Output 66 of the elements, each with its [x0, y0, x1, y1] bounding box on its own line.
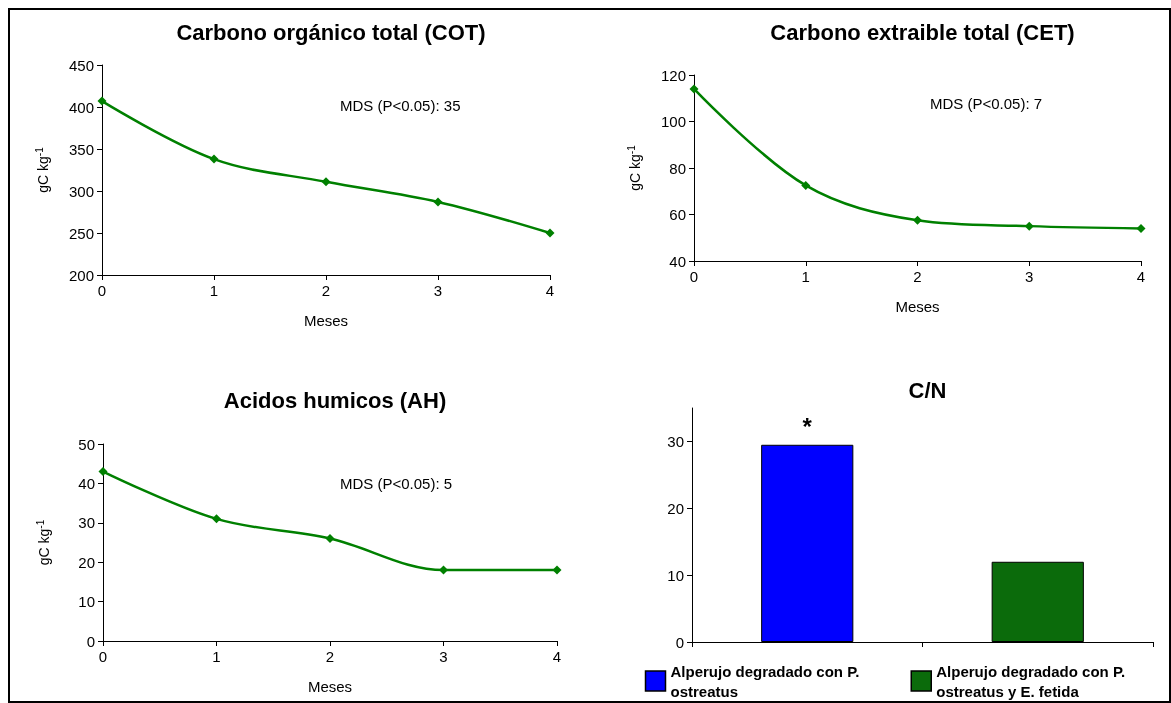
x-axis-title: Meses — [895, 298, 940, 315]
x-tick-label: 4 — [552, 648, 562, 665]
annotation: MDS (P<0.05): 7 — [930, 95, 1043, 112]
y-tick-label: 40 — [78, 474, 95, 492]
y-tick-label: 80 — [669, 159, 686, 177]
x-tick-label: 4 — [1136, 268, 1146, 285]
y-tick-label: 400 — [68, 98, 94, 116]
x-tick-label: 1 — [801, 268, 810, 285]
x-tick-label: 3 — [1025, 268, 1034, 285]
point — [913, 215, 922, 225]
x-tick-label: 0 — [98, 648, 108, 665]
annotation: MDS (P<0.05): 5 — [340, 475, 453, 492]
y-axis-title: gC kg-1 — [33, 146, 51, 193]
point — [212, 514, 221, 524]
point — [552, 565, 562, 575]
y-tick-label: 20 — [667, 499, 684, 517]
point — [433, 197, 443, 207]
point — [98, 467, 108, 477]
y-tick-label: 450 — [68, 56, 94, 74]
point — [545, 228, 555, 238]
y-tick-label: 120 — [660, 66, 686, 84]
annotation: * — [802, 413, 813, 441]
point — [1024, 221, 1034, 231]
legend-label: Alperujo degradado con P. ostreatus — [670, 662, 864, 700]
point — [1136, 223, 1146, 233]
x-axis-title: Meses — [303, 312, 349, 329]
y-tick-label: 20 — [78, 553, 95, 571]
chart-title: Carbono orgánico total (COT) — [176, 19, 486, 45]
y-tick-label: 0 — [86, 632, 95, 650]
x-tick-label: 3 — [439, 648, 448, 665]
y-tick-label: 30 — [78, 514, 95, 532]
y-tick-label: 250 — [68, 224, 94, 242]
point — [325, 534, 335, 544]
x-tick-label: 2 — [913, 268, 922, 285]
chart-title: Carbono extraible total (CET) — [770, 19, 1075, 45]
x-tick-label: 0 — [689, 268, 699, 285]
chart-title: Acidos humicos (AH) — [223, 387, 447, 413]
y-tick-label: 100 — [660, 113, 686, 130]
y-tick-label: 200 — [68, 266, 94, 284]
y-tick-label: 350 — [68, 140, 94, 158]
x-tick-label: 1 — [209, 282, 219, 299]
x-tick-label: 4 — [545, 282, 555, 299]
x-axis-title: Meses — [307, 678, 353, 695]
y-axis-title: gC kg-1 — [625, 144, 643, 191]
x-tick-label: 2 — [321, 282, 331, 299]
y-tick-label: 10 — [667, 566, 684, 584]
x-tick-label: 2 — [325, 648, 335, 665]
y-tick-label: 0 — [675, 633, 684, 651]
y-tick-label: 50 — [78, 435, 95, 453]
x-tick-label: 0 — [97, 282, 107, 299]
y-tick-label: 300 — [68, 182, 94, 200]
y-tick-label: 40 — [669, 252, 686, 270]
annotation: MDS (P<0.05): 35 — [340, 97, 461, 114]
y-tick-label: 30 — [667, 432, 684, 450]
point — [97, 96, 107, 106]
point — [439, 565, 448, 575]
legend-label: Alperujo degradado con P. ostreatus y E. fetida — [936, 662, 1130, 700]
y-tick-label: 10 — [78, 593, 95, 611]
chart-title: C/N — [908, 377, 947, 403]
point — [801, 180, 811, 190]
point — [321, 177, 331, 187]
point — [689, 84, 699, 94]
x-tick-label: 3 — [433, 282, 443, 299]
point — [209, 154, 219, 164]
x-tick-label: 1 — [212, 648, 221, 665]
y-tick-label: 60 — [669, 206, 686, 223]
